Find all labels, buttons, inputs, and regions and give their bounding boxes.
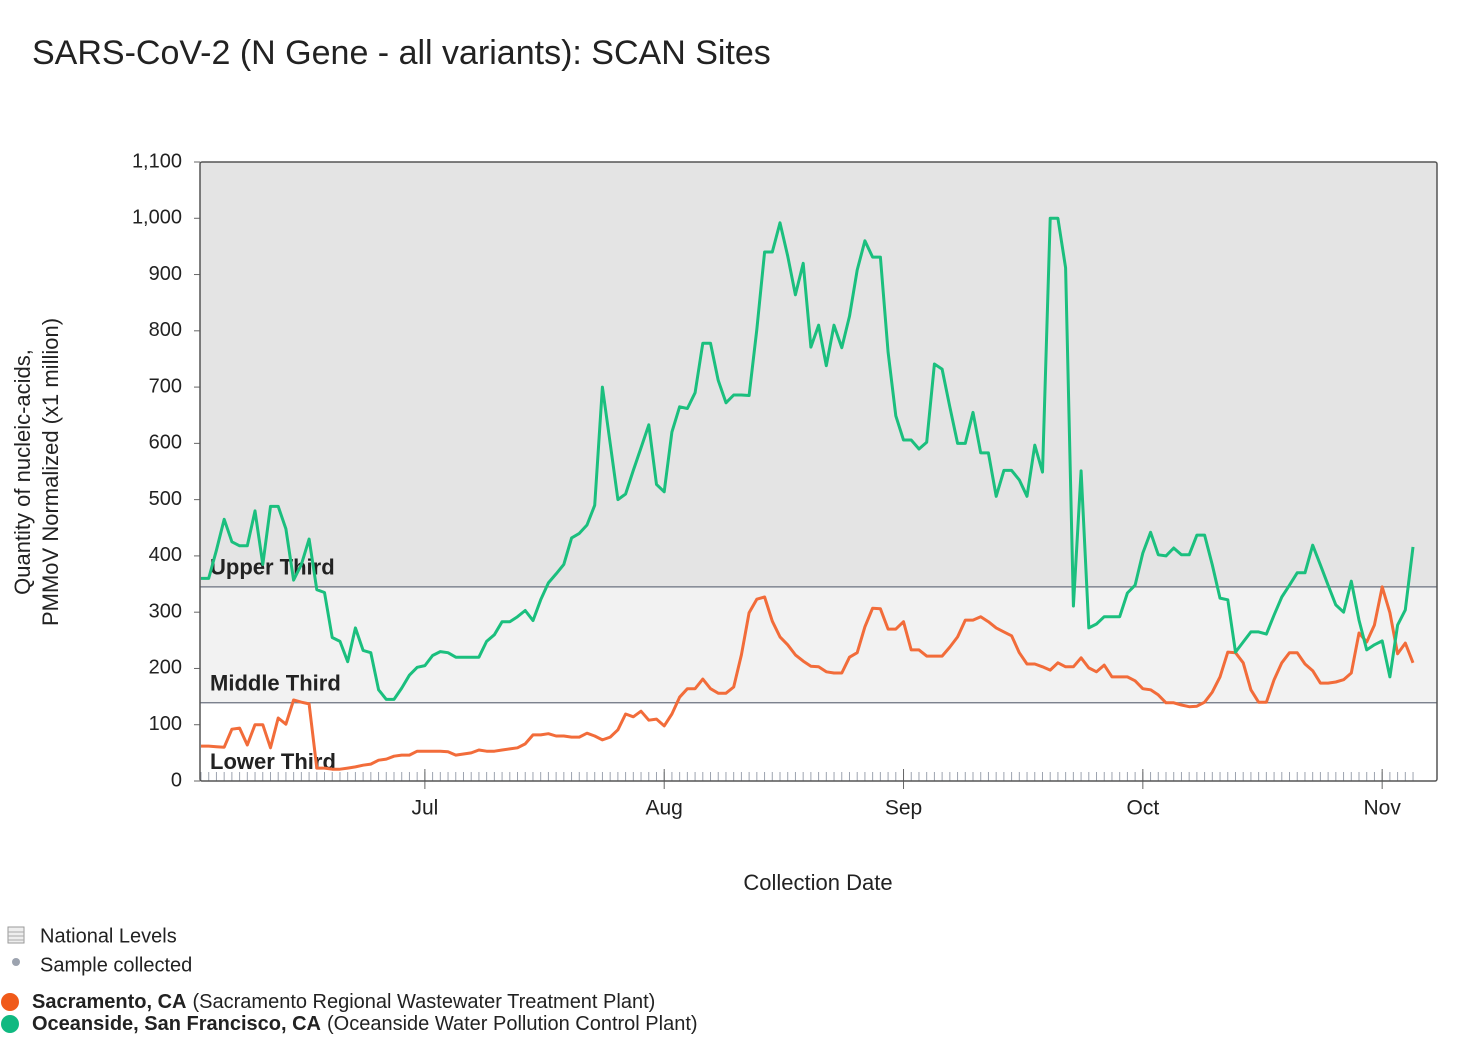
legend-marker: [1, 993, 19, 1011]
band: [200, 702, 1437, 781]
y-axis-label-line: PMMoV Normalized (x1 million): [38, 318, 63, 626]
y-tick-label: 1,100: [132, 150, 182, 172]
legend-name: Sacramento, CA: [32, 991, 187, 1013]
y-tick-label: 700: [149, 375, 182, 397]
y-tick-label: 600: [149, 432, 182, 454]
legend: National Levels Sample collected Sacrament…: [1, 925, 698, 1035]
legend-entry: Oceanside, San Francisco, CA (Oceanside W…: [32, 1013, 698, 1035]
legend-name: Oceanside, San Francisco, CA: [32, 1013, 321, 1035]
legend-label: Sample collected: [40, 954, 192, 976]
y-tick-label: 400: [149, 544, 182, 566]
y-tick-label: 900: [149, 263, 182, 285]
legend-marker: [1, 1015, 19, 1033]
legend-icon: [12, 958, 20, 966]
x-tick-label: Oct: [1127, 797, 1160, 820]
legend-icon: [7, 926, 25, 944]
x-tick-label: Jul: [411, 797, 438, 820]
x-tick-label: Nov: [1363, 797, 1401, 820]
y-axis-label: Quantity of nucleic-acids, PMMoV Normali…: [10, 318, 63, 626]
y-axis-label-line: Quantity of nucleic-acids,: [10, 349, 35, 595]
series-line: [201, 216, 1415, 701]
band-label: Middle Third: [210, 671, 341, 696]
y-tick-label: 200: [149, 657, 182, 679]
chart-title: SARS-CoV-2 (N Gene - all variants): SCAN…: [32, 34, 771, 72]
x-tick-label: Sep: [885, 797, 922, 820]
band: [200, 162, 1437, 587]
y-tick-label: 500: [149, 488, 182, 510]
y-tick-label: 0: [171, 769, 182, 791]
y-tick-label: 800: [149, 319, 182, 341]
legend-entry: Sacramento, CA (Sacramento Regional Waste…: [32, 991, 655, 1013]
y-tick-label: 100: [149, 713, 182, 735]
x-tick-label: Aug: [646, 797, 683, 820]
series-line: [201, 585, 1415, 771]
y-tick-label: 1,000: [132, 207, 182, 229]
legend-label: National Levels: [40, 925, 177, 947]
legend-site: (Oceanside Water Pollution Control Plant…: [327, 1013, 698, 1035]
band: [200, 586, 1437, 703]
legend-site: (Sacramento Regional Wastewater Treatmen…: [193, 991, 656, 1013]
y-tick-label: 300: [149, 600, 182, 622]
plot-frame: [199, 161, 1438, 782]
x-axis-label: Collection Date: [743, 870, 892, 895]
